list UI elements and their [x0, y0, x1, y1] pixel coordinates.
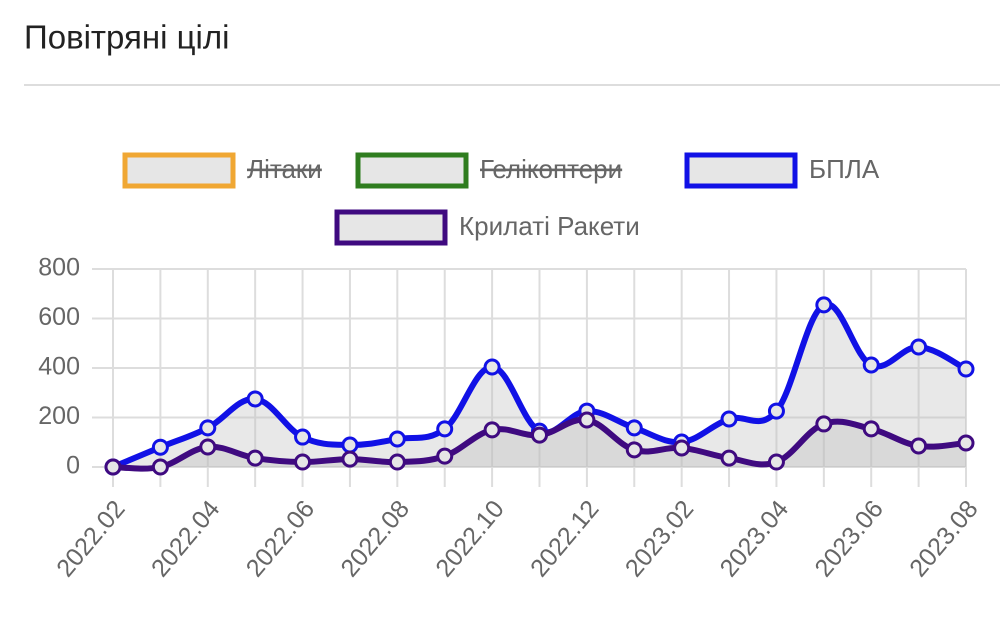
- legend-label: Літаки: [247, 154, 322, 184]
- data-point: [625, 441, 643, 459]
- y-tick-label: 800: [38, 254, 80, 282]
- data-point: [294, 453, 312, 471]
- x-tick-label: 2023.04: [715, 495, 795, 582]
- x-tick-label: 2023.08: [904, 495, 984, 582]
- data-point: [673, 439, 691, 457]
- data-point: [815, 296, 833, 314]
- data-point: [910, 338, 928, 356]
- data-point: [483, 421, 501, 439]
- legend-label: БПЛА: [809, 154, 880, 184]
- data-point: [578, 411, 596, 429]
- series-area: [113, 419, 966, 469]
- x-tick-label: 2022.12: [525, 495, 605, 582]
- data-point: [199, 438, 217, 456]
- x-tick-label: 2023.02: [620, 495, 700, 582]
- data-point: [625, 419, 643, 437]
- data-point: [767, 453, 785, 471]
- data-point: [767, 402, 785, 420]
- y-tick-label: 200: [38, 402, 80, 430]
- data-point: [294, 428, 312, 446]
- data-point: [815, 415, 833, 433]
- data-point: [957, 434, 975, 452]
- x-tick-label: 2023.06: [809, 495, 889, 582]
- legend-swatch: [355, 152, 469, 189]
- data-point: [720, 449, 738, 467]
- data-point: [246, 449, 264, 467]
- data-point: [151, 438, 169, 456]
- data-point: [388, 453, 406, 471]
- legend-label: Гелікоптери: [480, 154, 622, 184]
- data-point: [862, 420, 880, 438]
- data-point: [246, 390, 264, 408]
- x-tick-label: 2022.04: [146, 495, 226, 582]
- series-area: [113, 304, 966, 467]
- y-tick-label: 0: [66, 452, 80, 480]
- data-point: [910, 437, 928, 455]
- data-point: [151, 458, 169, 476]
- x-tick-label: 2022.08: [335, 495, 415, 582]
- y-tick-label: 600: [38, 303, 80, 331]
- data-point: [436, 420, 454, 438]
- y-tick-label: 400: [38, 353, 80, 381]
- x-tick-label: 2022.02: [51, 495, 131, 582]
- x-tick-label: 2022.10: [430, 495, 510, 582]
- legend-swatch: [334, 209, 448, 246]
- data-point: [341, 436, 359, 454]
- chart-title: Повітряні цілі: [24, 19, 229, 56]
- data-point: [199, 419, 217, 437]
- data-point: [957, 360, 975, 378]
- data-point: [483, 358, 501, 376]
- data-point: [531, 426, 548, 444]
- data-point: [436, 447, 454, 465]
- legend-label: Крилаті Ракети: [459, 211, 640, 241]
- data-point: [862, 356, 880, 374]
- data-point: [720, 410, 738, 428]
- data-point: [388, 430, 406, 448]
- x-tick-label: 2022.06: [241, 495, 321, 582]
- data-point: [104, 458, 122, 476]
- legend-swatch: [122, 152, 236, 189]
- legend-swatch: [684, 152, 798, 189]
- data-point: [341, 450, 359, 468]
